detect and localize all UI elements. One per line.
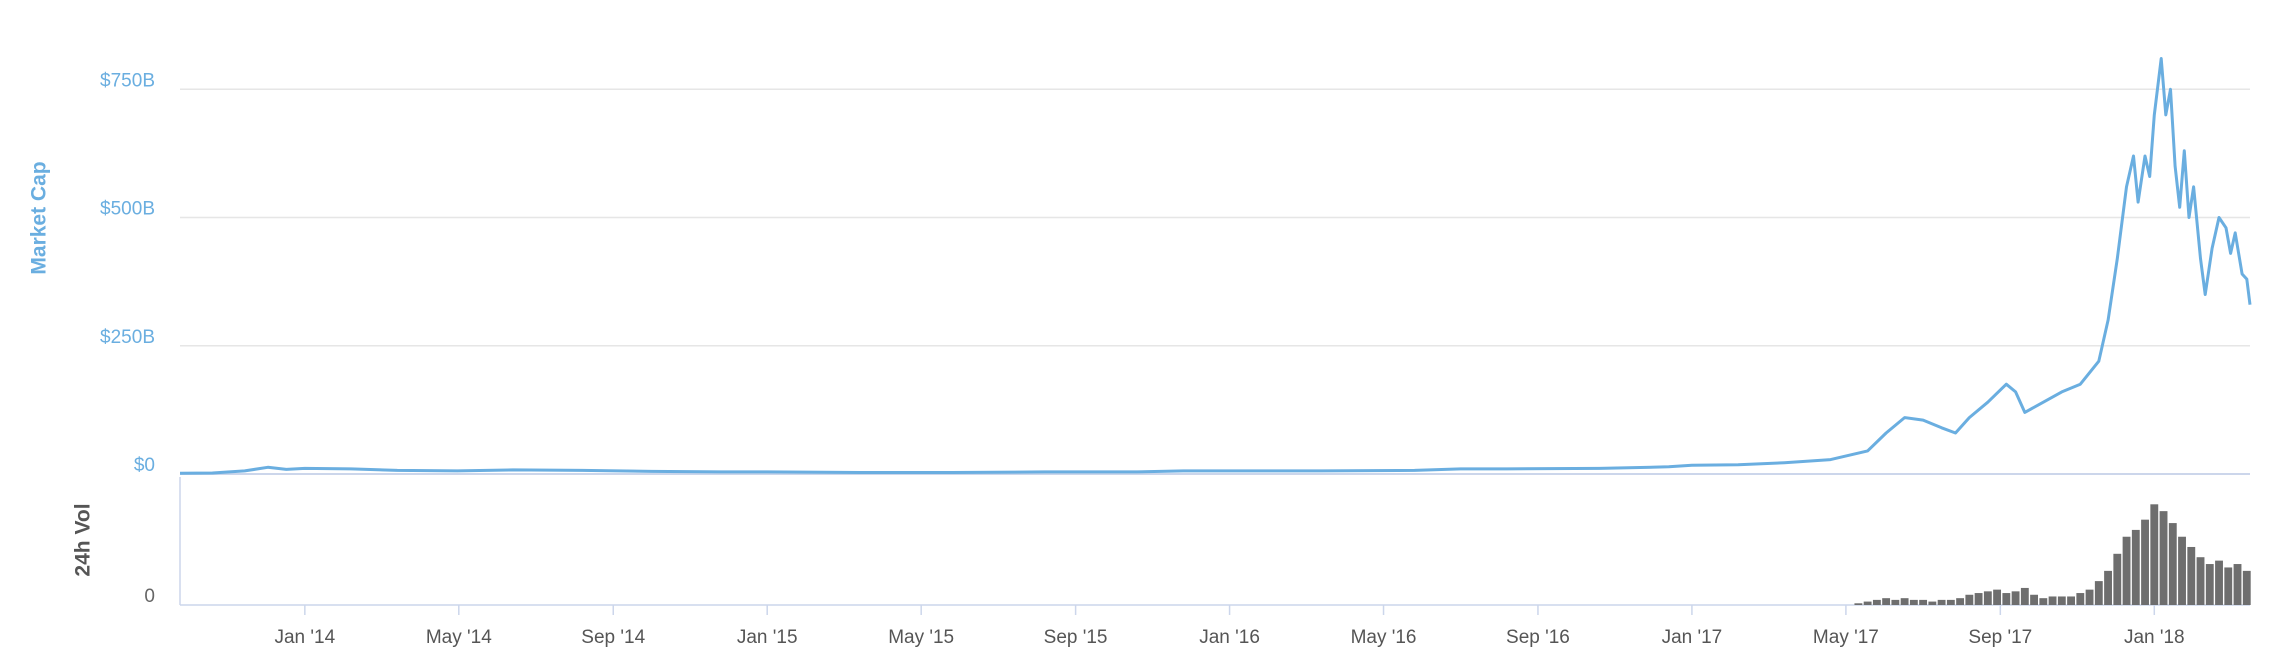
x-tick-label: May '17 [1813, 627, 1879, 648]
y-tick-label: $500B [100, 199, 155, 220]
volume-bar [2039, 598, 2048, 605]
volume-bar [1854, 603, 1863, 605]
x-tick-label: Sep '16 [1506, 627, 1570, 648]
volume-bar [2030, 594, 2039, 605]
y-tick-label: $0 [134, 455, 155, 476]
volume-bar [2122, 536, 2131, 605]
volume-bar [2011, 591, 2020, 605]
y-axis-title: Market Cap [28, 161, 51, 274]
volume-bar [2094, 581, 2103, 605]
volume-bar [1993, 589, 2002, 605]
volume-bar [1983, 591, 1992, 605]
x-tick-label: Jan '15 [737, 627, 798, 648]
x-tick-label: Jan '17 [1662, 627, 1723, 648]
volume-bar [2224, 567, 2233, 605]
volume-bar [2048, 596, 2057, 605]
volume-bar [1928, 601, 1937, 605]
volume-bar [1919, 599, 1928, 605]
volume-bar [1956, 598, 1965, 605]
volume-bar [2150, 504, 2159, 605]
volume-bar [1891, 599, 1900, 605]
x-tick-label: May '14 [426, 627, 492, 648]
volume-bar [2242, 570, 2251, 605]
volume-bar [2131, 529, 2140, 605]
volume-bar [2020, 587, 2029, 605]
volume-bar [2168, 523, 2177, 605]
volume-bar [2178, 536, 2186, 605]
volume-bar [2104, 570, 2112, 605]
volume-bar [1882, 598, 1891, 605]
volume-bar [1900, 598, 1909, 605]
y-tick-label: $750B [100, 70, 155, 91]
volume-bar [2159, 511, 2168, 605]
volume-bar [2067, 596, 2075, 605]
volume-axis-title: 24h Vol [72, 503, 95, 576]
volume-bar [1863, 601, 1872, 605]
volume-bar [2141, 519, 2149, 605]
volume-bar [1937, 599, 1946, 605]
volume-bar [2076, 593, 2085, 605]
volume-bar [2196, 557, 2205, 605]
y-tick-label: $250B [100, 327, 155, 348]
x-tick-label: May '16 [1351, 627, 1417, 648]
x-tick-label: Jan '18 [2124, 627, 2185, 648]
volume-bar [2057, 596, 2066, 605]
volume-bar [2187, 546, 2196, 605]
x-tick-label: Jan '16 [1199, 627, 1260, 648]
volume-bar [1909, 599, 1918, 605]
volume-bar [1965, 594, 1974, 605]
volume-bar [2205, 564, 2214, 605]
x-tick-label: Sep '14 [581, 627, 645, 648]
volume-bar [2002, 593, 2011, 605]
volume-bar [1946, 599, 1955, 605]
market-cap-line [179, 57, 2252, 475]
volume-bar [2113, 553, 2122, 605]
y-tick-label: 0 [144, 586, 155, 607]
volume-bar [1872, 599, 1881, 605]
volume-bar [1974, 593, 1983, 605]
volume-bar [2085, 589, 2094, 605]
x-tick-label: Sep '15 [1044, 627, 1108, 648]
x-tick-label: May '15 [888, 627, 954, 648]
x-tick-label: Sep '17 [1968, 627, 2032, 648]
x-tick-label: Jan '14 [274, 627, 335, 648]
volume-bar [2215, 560, 2223, 605]
volume-bar [2233, 564, 2242, 605]
